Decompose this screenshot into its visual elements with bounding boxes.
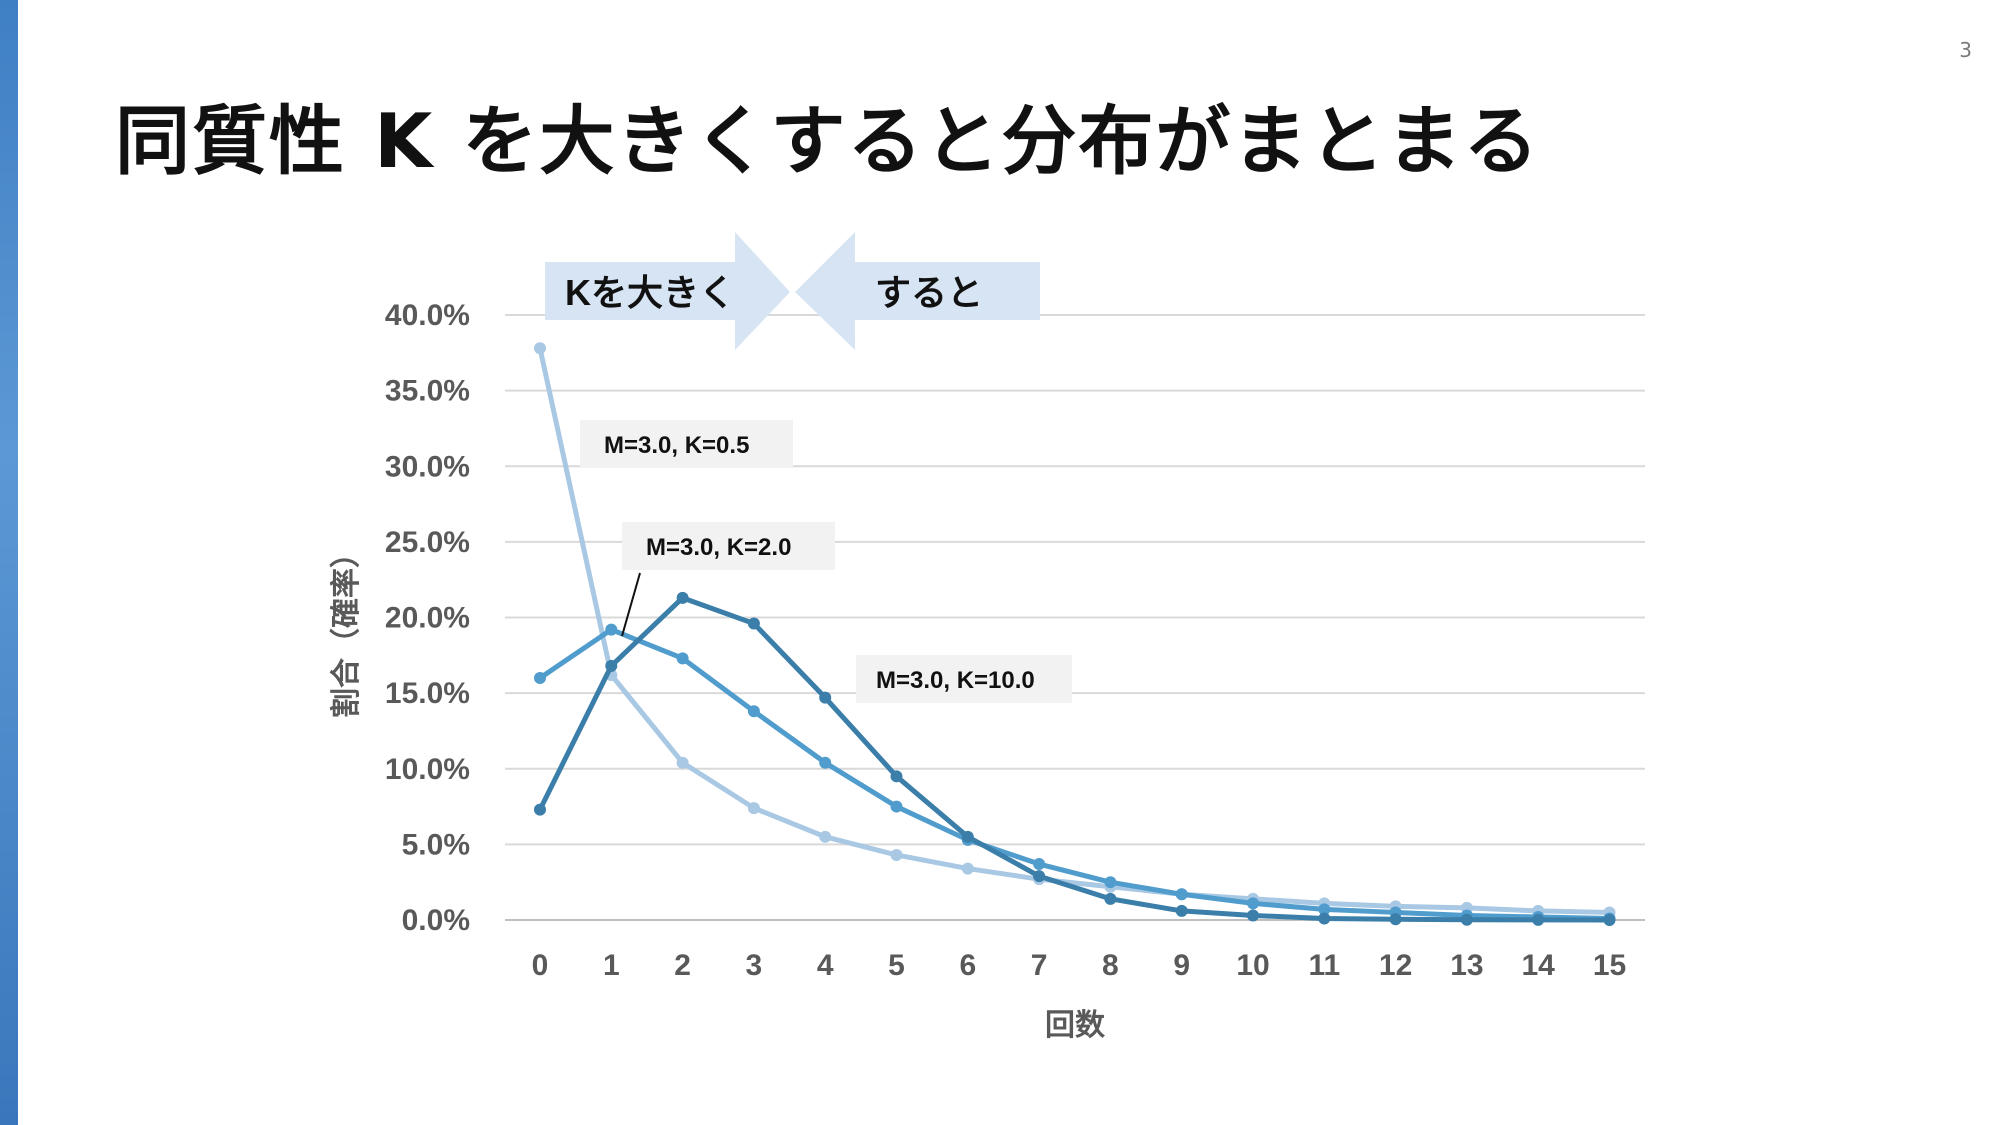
series-2-point [747,617,760,630]
series-1-point [534,672,546,684]
x-tick-label: 9 [1173,949,1190,982]
series-0-point [890,848,903,861]
y-tick-label: 10.0% [385,753,470,786]
series-0-point [534,342,546,355]
banner-left-label: Kを大きく [565,272,735,313]
series-2-point [1460,913,1473,926]
annotation-k10-box [856,655,1072,703]
series-2-point [819,691,832,704]
banner-arrow-left [795,232,1040,350]
x-tick-label: 8 [1102,949,1119,982]
y-axis-title: 割合（確率） [329,538,363,718]
x-tick-label: 12 [1379,949,1412,982]
series-0-point [676,756,689,769]
series-2-point [1104,892,1117,905]
x-tick-label: 4 [817,949,834,982]
x-tick-label: 3 [746,949,763,982]
series-1-point [1104,876,1117,889]
annotation-k2-text: M=3.0, K=2.0 [646,534,791,561]
series-1-point [747,705,760,718]
series-1-point [1247,897,1259,910]
series-2-point [961,830,974,843]
y-tick-label: 40.0% [385,299,470,332]
banner-right-label: すると [875,272,983,313]
series-line-2 [537,595,1612,923]
series-2-point [1175,904,1188,917]
x-axis-title: 回数 [1045,1009,1106,1042]
series-0-point [819,830,832,843]
series-2-point [1318,912,1331,925]
y-tick-label: 5.0% [402,828,470,861]
series-1-point [1033,858,1046,871]
x-tick-label: 5 [888,949,905,982]
series-0-point [747,802,760,815]
slide-side-strip [0,0,18,1125]
slide-title: 同質性 K を大きくすると分布がまとまる [115,97,1541,185]
series-2-point [1603,914,1616,926]
series-0-point [961,862,974,875]
x-tick-label: 1 [603,949,620,982]
y-tick-label: 20.0% [385,602,470,635]
series-2-point [890,770,903,783]
grid-layer [505,314,1645,921]
series-1-point [605,623,618,636]
y-tick-label: 0.0% [402,904,470,937]
series-2-point [676,591,689,604]
series-1-point [1318,903,1331,916]
x-tick-label: 2 [674,949,691,982]
series-1-point [1175,888,1188,901]
banner-arrow-right [545,232,790,350]
series-2-point [1532,913,1545,926]
annotation-k05-text: M=3.0, K=0.5 [604,432,749,459]
series-1-point [819,756,832,769]
y-tick-label: 25.0% [385,526,470,559]
annotation-k2-leader [621,572,641,637]
series-2-point [1389,913,1402,926]
x-tick-label: 0 [532,949,549,982]
banner-arrows: Kを大きく すると [545,232,1040,350]
x-tick-label: 10 [1236,949,1269,982]
y-tick-label: 30.0% [385,450,470,483]
series-line-1 [537,627,1612,921]
x-tick-label: 14 [1522,949,1556,982]
annotations: M=3.0, K=0.5 M=3.0, K=2.0 M=3.0, K=10.0 [580,420,1072,703]
x-tick-label: 13 [1450,949,1483,982]
series-2-point [1247,909,1259,922]
series-2-point [1033,870,1046,883]
x-tick-label: 7 [1031,949,1048,982]
x-tick-label: 6 [959,949,976,982]
annotation-k10-text: M=3.0, K=10.0 [876,667,1035,694]
x-tick-label: 11 [1308,949,1340,982]
annotation-k2-box [622,522,835,570]
series-layer [534,342,1616,926]
page-number: 3 [1959,38,1972,62]
y-tick-label: 15.0% [385,677,470,710]
series-2-point [605,659,618,672]
series-1-point [890,800,903,813]
series-2-point [534,803,546,816]
x-tick-label: 15 [1593,949,1626,982]
y-tick-label: 35.0% [385,375,470,408]
series-line-0 [537,345,1612,915]
annotation-k05-box [580,420,793,468]
axis-layer: 0.0%5.0%10.0%15.0%20.0%25.0%30.0%35.0%40… [385,299,1626,982]
series-1-point [676,652,689,665]
